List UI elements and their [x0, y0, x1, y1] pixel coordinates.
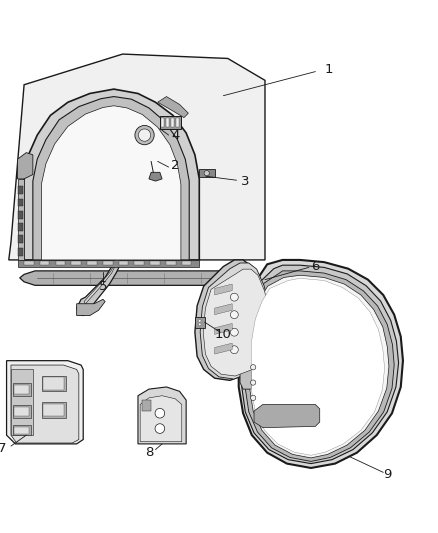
- Polygon shape: [18, 179, 24, 260]
- Text: 3: 3: [241, 175, 250, 188]
- Circle shape: [251, 395, 256, 400]
- Polygon shape: [182, 261, 191, 265]
- Polygon shape: [18, 152, 33, 179]
- Polygon shape: [11, 365, 79, 443]
- Polygon shape: [199, 169, 215, 177]
- Circle shape: [155, 424, 165, 433]
- Text: 2: 2: [171, 159, 180, 172]
- Circle shape: [230, 328, 238, 336]
- Polygon shape: [254, 405, 320, 427]
- Polygon shape: [195, 260, 267, 381]
- Polygon shape: [240, 356, 251, 389]
- Polygon shape: [160, 116, 181, 128]
- Circle shape: [138, 129, 151, 141]
- Polygon shape: [18, 211, 23, 219]
- Polygon shape: [250, 275, 389, 458]
- Polygon shape: [77, 300, 105, 316]
- Polygon shape: [195, 317, 205, 328]
- Polygon shape: [43, 403, 64, 416]
- Polygon shape: [42, 402, 66, 418]
- Polygon shape: [149, 172, 162, 181]
- Polygon shape: [11, 369, 33, 435]
- Polygon shape: [77, 258, 120, 316]
- Circle shape: [230, 311, 238, 319]
- Polygon shape: [171, 118, 174, 127]
- Polygon shape: [40, 261, 49, 265]
- Polygon shape: [13, 383, 31, 395]
- Polygon shape: [103, 261, 113, 265]
- Polygon shape: [24, 89, 199, 260]
- Circle shape: [198, 323, 201, 326]
- Polygon shape: [42, 106, 181, 260]
- Polygon shape: [239, 260, 403, 468]
- Polygon shape: [18, 199, 23, 206]
- Polygon shape: [251, 278, 385, 455]
- Circle shape: [155, 408, 165, 418]
- Text: 1: 1: [324, 63, 333, 76]
- Polygon shape: [42, 376, 66, 391]
- Polygon shape: [200, 263, 270, 379]
- Polygon shape: [18, 236, 23, 243]
- Circle shape: [230, 346, 238, 354]
- Polygon shape: [138, 387, 186, 444]
- Polygon shape: [134, 261, 144, 265]
- Circle shape: [251, 365, 256, 370]
- Polygon shape: [9, 54, 265, 260]
- Polygon shape: [14, 385, 29, 394]
- Polygon shape: [14, 427, 29, 434]
- Polygon shape: [13, 425, 31, 435]
- Polygon shape: [43, 377, 64, 390]
- Circle shape: [230, 293, 238, 301]
- Polygon shape: [20, 271, 261, 285]
- Circle shape: [204, 171, 209, 176]
- Polygon shape: [150, 261, 160, 265]
- Circle shape: [251, 380, 256, 385]
- Polygon shape: [166, 118, 169, 127]
- Text: 7: 7: [0, 442, 7, 455]
- Polygon shape: [140, 395, 182, 442]
- Polygon shape: [18, 260, 199, 266]
- Polygon shape: [203, 269, 269, 376]
- Polygon shape: [84, 261, 117, 304]
- Polygon shape: [176, 118, 179, 127]
- Polygon shape: [142, 400, 151, 411]
- Polygon shape: [215, 284, 232, 295]
- Polygon shape: [13, 405, 31, 418]
- Polygon shape: [161, 118, 164, 127]
- Polygon shape: [119, 261, 128, 265]
- Text: 8: 8: [145, 446, 153, 459]
- Polygon shape: [18, 187, 23, 194]
- Polygon shape: [242, 265, 399, 464]
- Circle shape: [198, 319, 201, 322]
- Polygon shape: [71, 261, 81, 265]
- Polygon shape: [245, 271, 394, 462]
- Polygon shape: [7, 361, 83, 444]
- Text: 9: 9: [383, 468, 392, 481]
- Polygon shape: [215, 324, 232, 334]
- Text: 5: 5: [99, 280, 107, 293]
- Text: 10: 10: [215, 328, 232, 341]
- Polygon shape: [158, 96, 188, 118]
- Polygon shape: [14, 407, 29, 416]
- Polygon shape: [33, 96, 189, 260]
- Polygon shape: [215, 343, 232, 354]
- Polygon shape: [56, 261, 65, 265]
- Text: 4: 4: [171, 128, 180, 142]
- Polygon shape: [215, 304, 232, 314]
- Polygon shape: [166, 261, 176, 265]
- Polygon shape: [24, 261, 34, 265]
- Polygon shape: [18, 223, 23, 231]
- Circle shape: [135, 125, 154, 145]
- Polygon shape: [18, 248, 23, 255]
- Text: 6: 6: [311, 260, 320, 273]
- Polygon shape: [87, 261, 97, 265]
